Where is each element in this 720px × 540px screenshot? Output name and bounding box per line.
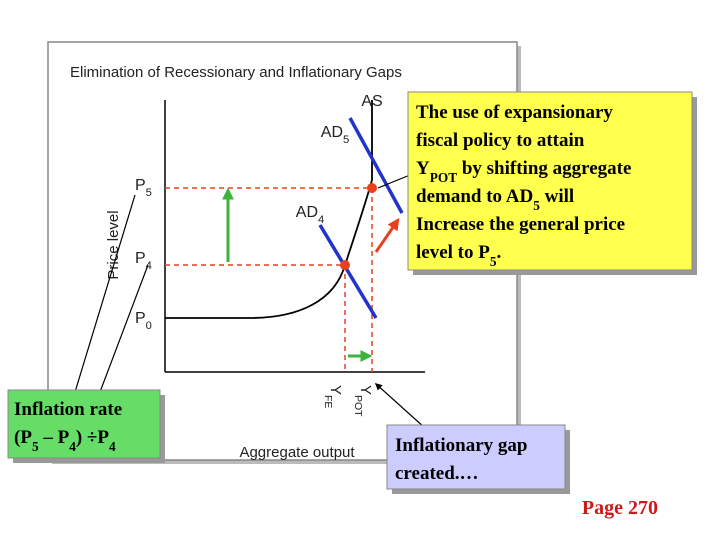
- text-run: P: [135, 177, 146, 194]
- curve-label: AD5: [321, 124, 349, 146]
- text-run: AD: [296, 204, 318, 221]
- text-run: demand to AD: [416, 186, 533, 207]
- price-label: P0: [135, 310, 152, 332]
- subscript: 5: [146, 187, 152, 199]
- callout-line: Increase the general price: [416, 214, 625, 235]
- text-run: P: [135, 250, 146, 267]
- equilibrium-point: [340, 260, 350, 270]
- callout-line: demand to AD5 will: [416, 186, 574, 213]
- text-run: The use of expansionary: [416, 102, 613, 123]
- subscript: FE: [322, 395, 334, 408]
- callout-box: [407, 91, 693, 271]
- text-run: created.…: [395, 463, 479, 484]
- pointer: [377, 174, 411, 189]
- text-run: Inflationary gap: [395, 435, 528, 456]
- guide-lines: [165, 187, 373, 372]
- callout-line: level to P5.: [416, 242, 501, 269]
- text-run: .: [497, 242, 502, 263]
- callout-line: (P5 – P4) ÷P4: [14, 427, 116, 454]
- callout-line: The use of expansionary: [416, 102, 613, 123]
- y-axis-label: Price level: [105, 210, 122, 279]
- callout-line: created.…: [395, 463, 479, 484]
- text-run: – P: [39, 427, 70, 448]
- text-run: AD: [321, 124, 343, 141]
- text-run: Y: [357, 385, 374, 395]
- callout-box: [7, 389, 161, 459]
- curve-label: AS: [361, 93, 382, 110]
- chart-title: Elimination of Recessionary and Inflatio…: [70, 64, 402, 81]
- text-run: Y: [416, 158, 430, 179]
- callout-line: Inflation rate: [14, 399, 122, 420]
- subscript: POT: [352, 395, 364, 417]
- ad5-curve: [348, 117, 404, 214]
- text-run: ) ÷P: [76, 427, 110, 448]
- ad4-curve: [318, 224, 378, 319]
- callout-box: [386, 424, 566, 490]
- text-run: will: [540, 186, 574, 207]
- output-label: YFE: [322, 385, 344, 408]
- subscript: POT: [430, 170, 457, 185]
- subscript: 5: [32, 439, 39, 454]
- text-run: Inflation rate: [14, 399, 122, 420]
- subscript: 0: [146, 320, 152, 332]
- output-label: YPOT: [352, 385, 374, 417]
- text-run: Y: [327, 385, 344, 395]
- price-label: P5: [135, 177, 152, 199]
- page-number: Page 270: [582, 497, 658, 519]
- pointer: [74, 194, 136, 393]
- subscript: 4: [109, 439, 116, 454]
- subscript: 5: [533, 198, 540, 213]
- equilibrium-point: [367, 183, 377, 193]
- text-run: AS: [361, 93, 382, 110]
- curve-label: AD4: [296, 204, 324, 226]
- shift-arrow: [374, 218, 400, 253]
- text-run: fiscal policy to attain: [416, 130, 585, 151]
- subscript: 5: [490, 254, 497, 269]
- text-run: by shifting aggregate: [457, 158, 631, 179]
- subscript: 5: [343, 134, 349, 146]
- pointer: [374, 383, 426, 429]
- callout-line: YPOT by shifting aggregate: [416, 158, 631, 185]
- text-run: P: [135, 310, 146, 327]
- callout-line: fiscal policy to attain: [416, 130, 585, 151]
- price-label: P4: [135, 250, 152, 272]
- callout-line: Inflationary gap: [395, 435, 528, 456]
- pointer: [99, 264, 149, 393]
- x-axis-label: Aggregate output: [239, 444, 355, 461]
- subscript: 4: [318, 214, 324, 226]
- text-run: Increase the general price: [416, 214, 625, 235]
- subscript: 4: [69, 439, 76, 454]
- subscript: 4: [146, 260, 152, 272]
- text-run: (P: [14, 427, 32, 448]
- text-run: level to P: [416, 242, 490, 263]
